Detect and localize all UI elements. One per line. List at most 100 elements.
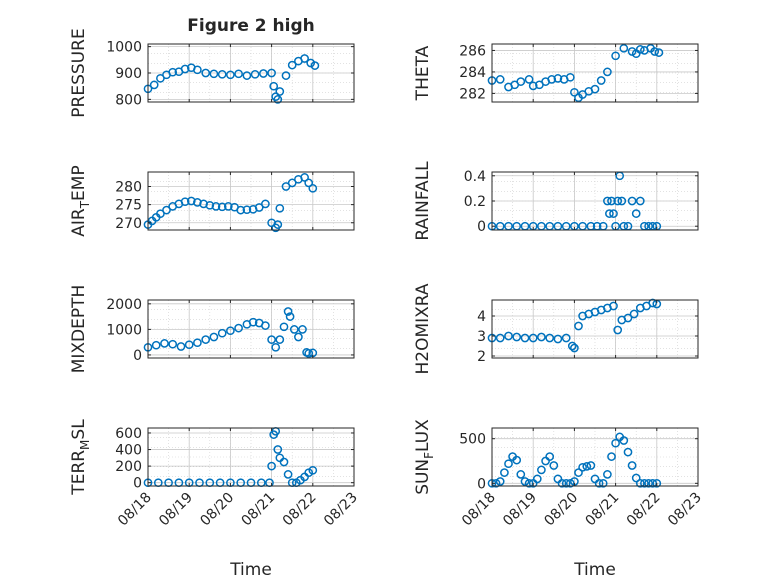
data-point: [567, 341, 577, 351]
data-point: [267, 68, 276, 78]
data-point: [283, 470, 293, 479]
data-point: [650, 47, 660, 56]
tick-marks: [491, 428, 699, 486]
data-point: [151, 340, 161, 350]
data-point: [248, 317, 258, 327]
data-point: [273, 95, 283, 104]
data-point: [180, 197, 190, 207]
data-point: [613, 196, 623, 206]
data-point: [180, 64, 190, 74]
figure-title: Figure 2 high: [187, 16, 315, 36]
data-point: [495, 477, 505, 486]
data-point: [504, 459, 513, 469]
y-tick-label: 0: [133, 348, 142, 364]
data-point: [520, 333, 530, 343]
data-series: [487, 43, 664, 103]
data-point: [512, 332, 522, 342]
y-tick-label: 800: [115, 92, 142, 108]
data-point: [504, 331, 513, 341]
data-point: [273, 220, 283, 229]
data-point: [603, 196, 612, 206]
y-tick-label: 2000: [106, 297, 142, 313]
y-tick-label: 282: [459, 86, 486, 102]
data-point: [250, 69, 260, 79]
data-point: [283, 307, 293, 316]
data-point: [607, 196, 616, 206]
data-point: [516, 470, 526, 479]
data-point: [627, 196, 637, 206]
data-point: [524, 75, 534, 84]
data-point: [294, 332, 303, 342]
data-point: [184, 340, 194, 350]
y-tick-label: 280: [115, 180, 142, 196]
data-point: [300, 54, 309, 63]
subplot-6: 2 3 4 H2OMIXRA: [413, 283, 699, 375]
y-tick-label: 1000: [106, 322, 142, 338]
data-series: [143, 54, 320, 104]
data-point: [242, 205, 252, 215]
data-point: [598, 478, 608, 488]
data-point: [300, 173, 309, 182]
data-point: [234, 69, 243, 79]
y-axis-label-main: AIR: [69, 208, 89, 237]
data-point: [285, 312, 295, 321]
data-point: [242, 71, 252, 80]
tick-marks: [147, 300, 355, 358]
data-point: [537, 465, 546, 475]
data-point: [156, 209, 165, 219]
y-tick-label: 0: [477, 476, 486, 492]
data-point: [279, 322, 289, 332]
data-point: [193, 65, 202, 75]
axes-box: [147, 427, 355, 487]
data-point: [273, 445, 283, 454]
data-point: [635, 478, 645, 488]
y-tick-label: 0.2: [464, 194, 486, 210]
y-axis-label: PRESSURE: [69, 28, 89, 117]
data-point: [609, 209, 618, 218]
data-point: [545, 452, 555, 461]
data-point: [570, 343, 579, 353]
x-axis-label-right: Time: [573, 560, 616, 580]
data-point: [613, 325, 623, 335]
data-series: [143, 307, 318, 358]
data-point: [619, 43, 629, 53]
data-point: [226, 326, 235, 336]
data-point: [627, 461, 637, 470]
y-axis-label-main: TERR: [69, 450, 89, 496]
data-point: [495, 333, 505, 343]
data-point: [561, 478, 571, 488]
data-point: [652, 478, 662, 488]
data-point: [578, 462, 587, 472]
data-point: [619, 436, 629, 445]
data-point: [586, 461, 596, 470]
y-tick-label: 500: [459, 432, 486, 448]
tick-marks: [147, 172, 355, 230]
axes-box: [491, 299, 699, 359]
data-point: [226, 70, 235, 80]
data-point: [516, 77, 526, 86]
data-point: [149, 80, 159, 90]
data-point: [565, 72, 575, 82]
data-point: [193, 338, 202, 348]
data-point: [629, 309, 639, 319]
data-point: [205, 200, 215, 210]
data-point: [168, 67, 178, 77]
data-point: [561, 333, 571, 343]
y-tick-label: 400: [115, 443, 142, 459]
y-axis-label: RAINFALL: [413, 161, 433, 241]
data-point: [532, 474, 542, 484]
y-tick-label: 270: [115, 216, 142, 232]
y-axis-label: SUNFLUX: [413, 419, 436, 495]
y-tick-label: 3: [477, 329, 486, 345]
y-axis-label-subscript: M: [78, 440, 92, 450]
data-point: [553, 334, 563, 344]
tick-marks: [491, 44, 699, 102]
data-point: [287, 60, 297, 70]
data-point: [596, 76, 606, 85]
subplot-2: 282 284 286 THETA: [413, 43, 699, 103]
y-axis-label-subscript: F: [422, 452, 436, 459]
data-point: [176, 342, 186, 351]
y-tick-label: 0: [477, 219, 486, 235]
data-point: [304, 349, 314, 358]
minor-grid: [148, 172, 354, 230]
